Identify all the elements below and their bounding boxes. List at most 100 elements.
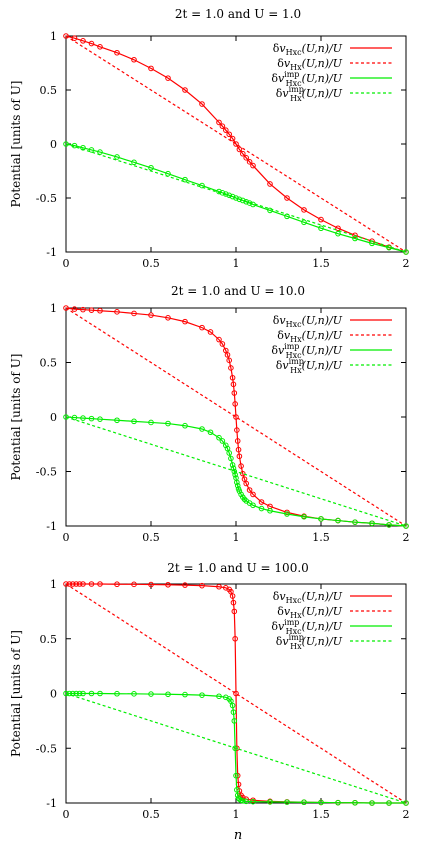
data-point bbox=[88, 415, 95, 422]
data-point bbox=[318, 516, 324, 522]
data-point bbox=[148, 691, 154, 697]
data-point bbox=[97, 416, 103, 422]
data-point bbox=[224, 352, 231, 358]
data-point bbox=[228, 365, 234, 371]
data-point bbox=[88, 40, 95, 47]
data-point bbox=[226, 450, 232, 456]
data-point bbox=[234, 479, 240, 486]
y-tick-label: 0 bbox=[50, 688, 57, 701]
legend-label-3: δvimp Hxc(U,n)/U bbox=[271, 70, 342, 88]
legend-label-4: δvimp Hx(U,n)/U bbox=[276, 633, 343, 651]
data-point bbox=[114, 417, 120, 424]
data-point bbox=[233, 141, 239, 147]
data-point bbox=[250, 491, 256, 498]
y-tick-label: -0.5 bbox=[36, 192, 57, 205]
legend-label-1: δvHxc(U,n)/U bbox=[273, 42, 343, 57]
chart-title: 2t = 1.0 and U = 10.0 bbox=[171, 284, 305, 298]
chart-panel-2: 2t = 1.0 and U = 10.0 0 0.5 1 1.5 2 1 0.5 0 -0.5 -… bbox=[9, 284, 410, 544]
data-point bbox=[301, 207, 307, 213]
x-tick-label: 0.5 bbox=[142, 531, 160, 544]
data-point bbox=[318, 225, 324, 232]
data-point bbox=[80, 38, 86, 44]
series-line-2 bbox=[65, 307, 407, 527]
data-point bbox=[226, 192, 232, 199]
data-point bbox=[403, 249, 409, 255]
x-tick-label: 1 bbox=[233, 808, 240, 821]
data-point bbox=[369, 800, 375, 806]
data-point bbox=[219, 341, 226, 347]
data-point bbox=[250, 162, 256, 169]
data-point bbox=[229, 593, 236, 599]
x-tick-label: 2 bbox=[403, 257, 410, 270]
x-tick-label: 1 bbox=[233, 531, 240, 544]
data-point bbox=[182, 87, 188, 93]
data-point bbox=[241, 496, 248, 503]
data-point bbox=[73, 581, 79, 587]
data-point bbox=[318, 216, 324, 223]
data-point bbox=[403, 523, 409, 529]
x-tick-label: 2 bbox=[403, 531, 410, 544]
data-point bbox=[240, 798, 246, 804]
data-point bbox=[182, 176, 188, 183]
data-point bbox=[71, 35, 78, 41]
data-point bbox=[232, 745, 238, 752]
data-point bbox=[73, 690, 79, 697]
data-point bbox=[352, 799, 358, 806]
data-point bbox=[233, 195, 239, 201]
data-point bbox=[199, 582, 205, 589]
data-point bbox=[230, 709, 237, 715]
data-point bbox=[63, 305, 69, 311]
data-point bbox=[301, 799, 307, 806]
data-point bbox=[63, 141, 69, 147]
data-point bbox=[229, 135, 236, 142]
data-point bbox=[97, 581, 103, 587]
data-point bbox=[267, 207, 273, 214]
series-line-2 bbox=[65, 35, 407, 253]
chart-panel-1: 2t = 1.0 and U = 1.0 0 0.5 1 1.5 2 1 0.5 0 -0.5 -1… bbox=[9, 7, 410, 270]
chart-panel-3: 2t = 1.0 and U = 100.0 0 0.5 1 1.5 2 1 0.5 0 -0.5… bbox=[9, 561, 410, 843]
data-point bbox=[236, 453, 243, 460]
series-line-3 bbox=[66, 692, 406, 804]
series-line-1 bbox=[65, 35, 407, 253]
x-axis-label: n bbox=[234, 828, 242, 843]
y-tick-label: 1 bbox=[50, 302, 57, 315]
data-point bbox=[267, 507, 273, 514]
series-line-4 bbox=[65, 692, 407, 804]
data-point bbox=[63, 33, 69, 39]
data-point bbox=[76, 581, 83, 587]
series-line-4 bbox=[65, 416, 407, 527]
data-point bbox=[352, 519, 358, 525]
data-point bbox=[335, 230, 341, 237]
y-tick-label: 0.5 bbox=[40, 357, 58, 370]
data-point bbox=[238, 463, 244, 469]
data-point bbox=[335, 799, 341, 806]
data-point bbox=[223, 127, 229, 133]
data-point bbox=[97, 690, 103, 697]
data-point bbox=[71, 414, 78, 421]
data-point bbox=[114, 581, 120, 588]
data-point bbox=[216, 434, 222, 441]
data-point bbox=[258, 505, 265, 512]
data-point bbox=[219, 438, 226, 444]
x-tick-label: 1.5 bbox=[312, 257, 330, 270]
y-tick-label: 0.5 bbox=[40, 633, 58, 646]
data-point bbox=[70, 581, 76, 587]
data-point bbox=[216, 336, 222, 343]
data-point bbox=[219, 123, 226, 129]
data-point bbox=[335, 517, 341, 524]
data-point bbox=[232, 635, 238, 642]
data-point bbox=[216, 693, 222, 700]
data-point bbox=[165, 581, 171, 588]
data-point bbox=[234, 482, 241, 489]
data-point bbox=[88, 307, 95, 313]
data-point bbox=[226, 131, 232, 138]
data-point bbox=[165, 420, 171, 427]
data-point bbox=[243, 198, 249, 205]
data-point bbox=[199, 324, 205, 331]
data-point bbox=[199, 426, 205, 432]
data-point bbox=[80, 415, 86, 421]
data-point bbox=[207, 429, 214, 436]
data-point bbox=[165, 691, 171, 698]
data-point bbox=[240, 150, 246, 157]
